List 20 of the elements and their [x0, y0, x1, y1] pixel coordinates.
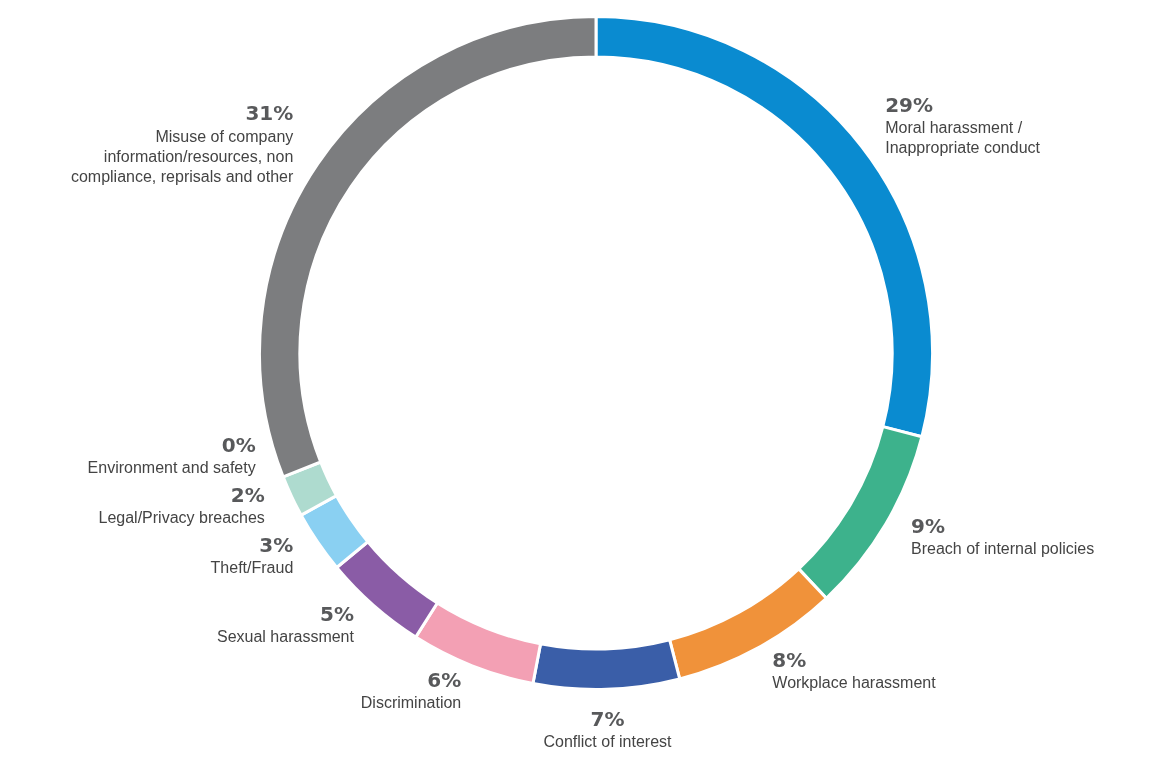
data-label: 6%	[427, 667, 462, 692]
slice-label: Breach of internal policies	[911, 539, 1095, 557]
slice-label: Conflict of interest	[543, 733, 673, 751]
category-label: Environment and safety	[87, 459, 256, 477]
slice-label: Legal/Privacy breaches	[98, 509, 265, 527]
data-label: 2%	[230, 482, 265, 507]
data-label: 9%	[911, 513, 945, 538]
slice-label: Misuse of company information/resources, non compliance, reprisals and other	[70, 127, 294, 185]
slice-label: Workplace harassment	[772, 674, 937, 692]
data-label: 7%	[590, 707, 625, 732]
data-label: 31%	[245, 101, 294, 126]
text: 0%	[221, 432, 256, 457]
slice-label: Theft/Fraud	[210, 559, 294, 577]
slice-label: Sexual harassment	[216, 627, 355, 645]
data-label: 3%	[259, 532, 294, 557]
slice-label: Discrimination	[360, 693, 462, 711]
data-label: 5%	[319, 601, 354, 626]
slice-label: Moral harassment / Inappropriate conduct	[885, 119, 1041, 157]
data-label: 29%	[885, 92, 934, 117]
data-label: 8%	[772, 647, 807, 672]
